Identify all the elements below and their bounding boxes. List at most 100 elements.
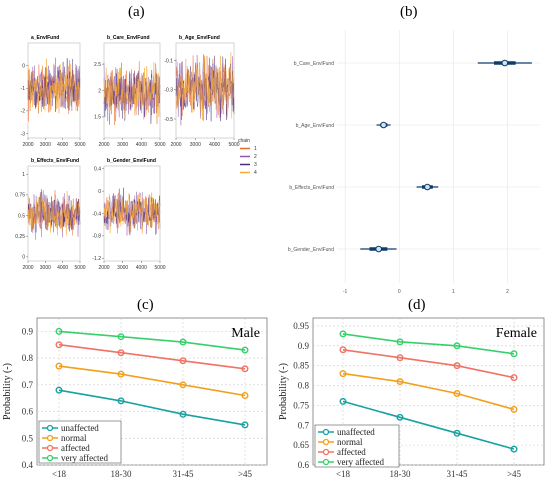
female-chart: 0.6 0.65 0.7 0.75 0.8 0.85 0.9 0.95 <18 18-30 31-4… xyxy=(278,317,545,479)
data-point xyxy=(396,338,404,346)
chain-trace xyxy=(103,62,161,120)
data-point xyxy=(117,370,125,378)
x-tick-label: 4000 xyxy=(136,142,147,148)
data-point xyxy=(453,429,461,437)
data-point xyxy=(453,362,461,370)
x-tick-label: 4000 xyxy=(57,265,68,271)
trace-subplot: a_EnvlFund 0 -1 -2 -3 2000 3000 4000 5000 xyxy=(21,35,86,148)
y-tick-label: -0.5 xyxy=(164,117,173,123)
y-tick-label: 0.4 xyxy=(22,460,34,470)
y-tick-label: 2 xyxy=(98,88,101,94)
y-tick-label: -0.1 xyxy=(164,58,173,64)
interval-plot: -1 0 1 2 b_Care_EnvlFund b_Age_EnvlFund b_Effe… xyxy=(288,30,540,295)
y-tick-label: -2 xyxy=(21,109,26,115)
legend-label: affected xyxy=(337,447,366,457)
data-point xyxy=(339,397,347,405)
data-point xyxy=(510,445,518,453)
y-tick-label: 0 xyxy=(98,189,101,195)
trace-title: b_Gender_EnvlFund xyxy=(107,158,156,164)
x-tick-label: 5000 xyxy=(154,142,165,148)
series-line xyxy=(58,389,246,426)
x-tick-label: 31-45 xyxy=(173,469,194,479)
data-point xyxy=(510,350,518,358)
chain-trace xyxy=(27,58,81,114)
panel-label-a: (a) xyxy=(128,4,145,20)
y-tick-label: b_Age_EnvlFund xyxy=(296,123,335,129)
data-point xyxy=(117,397,125,405)
legend-marker xyxy=(322,438,330,446)
series-line xyxy=(342,333,515,355)
chain-trace xyxy=(27,193,81,240)
x-tick-label: 2000 xyxy=(98,265,109,271)
point-estimate xyxy=(424,183,431,191)
panel-label-c: (c) xyxy=(137,297,154,313)
series-line xyxy=(58,365,246,397)
chain-trace xyxy=(27,189,81,233)
legend-marker xyxy=(322,458,330,466)
legend-label: 2 xyxy=(254,154,257,160)
x-tick-label: 2000 xyxy=(22,142,33,148)
point-estimate xyxy=(501,59,509,67)
y-tick-label: 0.75 xyxy=(15,193,25,199)
panel-label-b: (b) xyxy=(400,4,418,20)
panel-label-d: (d) xyxy=(408,297,426,313)
chain-legend: chain 1 2 3 4 xyxy=(238,138,257,176)
y-tick-label: 0.85 xyxy=(293,361,309,371)
chain-trace xyxy=(175,52,235,121)
chain-trace xyxy=(103,68,161,124)
x-tick-label: 5000 xyxy=(74,142,85,148)
legend-title: chain xyxy=(238,138,250,144)
x-tick-label: 5000 xyxy=(154,265,165,271)
data-point xyxy=(179,357,187,365)
y-tick-label: 1.5 xyxy=(94,115,101,121)
x-tick-label: 31-45 xyxy=(447,469,468,479)
y-tick-label: 0.5 xyxy=(18,213,25,219)
y-tick-label: 0.8 xyxy=(22,353,34,363)
series-line xyxy=(342,400,515,450)
point-estimate xyxy=(380,121,387,129)
x-tick-label: 5000 xyxy=(228,142,239,148)
legend-marker xyxy=(322,448,330,456)
y-tick-label: 0.6 xyxy=(22,407,34,417)
y-tick-label: 0.9 xyxy=(298,341,310,351)
trace-title: b_Age_EnvlFund xyxy=(179,35,220,41)
data-point xyxy=(241,346,249,354)
trace-subplot: b_Effects_EnvlFund 1 0.75 0.5 0.25 0 2000 3000 4… xyxy=(15,158,86,271)
y-tick-label: 0.5 xyxy=(22,433,34,443)
data-point xyxy=(241,365,249,373)
legend-marker xyxy=(46,444,54,452)
legend-marker xyxy=(46,434,54,442)
trace-subplot: b_Care_EnvlFund 2.5 2 1.5 2000 3000 4000 5000 xyxy=(94,35,166,148)
trace-subplot: b_Gender_EnvlFund 0.4 0 -0.4 -0.8 -1.2 2000 300… xyxy=(92,158,165,271)
data-point xyxy=(339,330,347,338)
legend-marker xyxy=(46,454,54,462)
data-point xyxy=(339,370,347,378)
x-tick-label: 0 xyxy=(398,289,401,295)
data-point xyxy=(396,378,404,386)
y-tick-label: 0.8 xyxy=(298,381,310,391)
series-line xyxy=(342,372,515,411)
series-line xyxy=(342,349,515,379)
y-tick-label: 0.75 xyxy=(293,400,309,410)
legend-label: normal xyxy=(61,433,87,443)
x-tick-label: >45 xyxy=(507,469,522,479)
data-point xyxy=(396,354,404,362)
legend-label: 1 xyxy=(254,146,257,152)
x-tick-label: >45 xyxy=(238,469,253,479)
chain-trace xyxy=(103,192,161,234)
legend-marker xyxy=(46,424,54,432)
data-point xyxy=(55,386,63,394)
legend-label: unaffected xyxy=(337,427,375,437)
y-tick-label: 0.7 xyxy=(22,380,34,390)
chain-trace xyxy=(27,190,81,236)
legend-label: normal xyxy=(337,437,363,447)
legend-label: 3 xyxy=(254,162,257,168)
x-tick-label: <18 xyxy=(336,469,351,479)
y-tick-label: -0.8 xyxy=(92,234,101,240)
x-tick-label: 2000 xyxy=(170,142,181,148)
x-tick-label: 3000 xyxy=(40,142,51,148)
chart-title: Female xyxy=(496,326,537,341)
data-point xyxy=(510,374,518,382)
